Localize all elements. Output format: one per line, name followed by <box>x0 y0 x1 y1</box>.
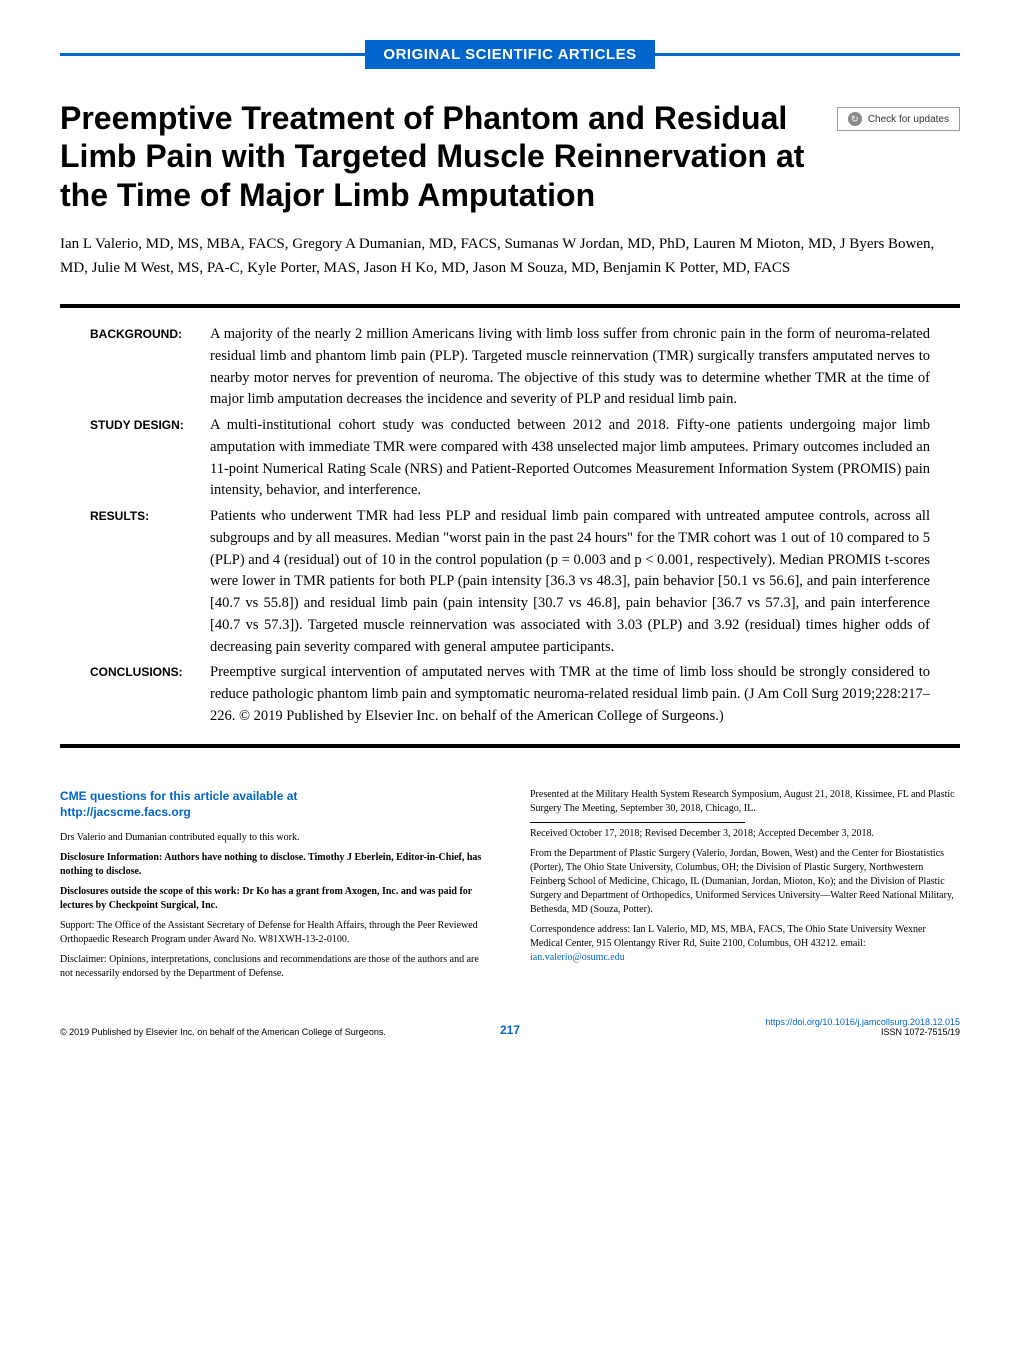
doi-link[interactable]: https://doi.org/10.1016/j.jamcollsurg.20… <box>765 1017 960 1027</box>
abstract-section: RESULTS:Patients who underwent TMR had l… <box>60 506 960 658</box>
abstract-divider-bottom <box>60 744 960 748</box>
received-note: Received October 17, 2018; Revised Decem… <box>530 827 960 841</box>
check-updates-button[interactable]: ↻ Check for updates <box>837 107 960 131</box>
header-divider: ORIGINAL SCIENTIFIC ARTICLES <box>60 40 960 69</box>
title-row: Preemptive Treatment of Phantom and Resi… <box>60 99 960 232</box>
disclosure-note: Disclosure Information: Authors have not… <box>60 851 490 879</box>
divider-line-right <box>655 53 960 56</box>
abstract-section: CONCLUSIONS:Preemptive surgical interven… <box>60 662 960 727</box>
abstract-label: RESULTS: <box>90 506 210 658</box>
footer-right: https://doi.org/10.1016/j.jamcollsurg.20… <box>520 1017 960 1037</box>
abstract-divider-top <box>60 304 960 308</box>
cme-heading: CME questions for this article available… <box>60 788 490 822</box>
presented-note: Presented at the Military Health System … <box>530 788 960 816</box>
correspondence-email[interactable]: ian.valerio@osumc.edu <box>530 952 625 963</box>
check-updates-icon: ↻ <box>848 112 862 126</box>
cme-line1: CME questions for this article available… <box>60 789 297 803</box>
bottom-section: CME questions for this article available… <box>60 788 960 988</box>
abstract-text: Preemptive surgical intervention of ampu… <box>210 662 930 727</box>
received-divider <box>530 822 745 823</box>
abstract-text: Patients who underwent TMR had less PLP … <box>210 506 930 658</box>
bottom-right-column: Presented at the Military Health System … <box>530 788 960 988</box>
abstract-text: A multi-institutional cohort study was c… <box>210 415 930 502</box>
article-title: Preemptive Treatment of Phantom and Resi… <box>60 99 807 214</box>
section-badge: ORIGINAL SCIENTIFIC ARTICLES <box>365 40 654 69</box>
abstract-container: BACKGROUND:A majority of the nearly 2 mi… <box>60 324 960 728</box>
abstract-label: CONCLUSIONS: <box>90 662 210 727</box>
abstract-label: STUDY DESIGN: <box>90 415 210 502</box>
page-footer: © 2019 Published by Elsevier Inc. on beh… <box>60 1017 960 1037</box>
issn-text: ISSN 1072-7515/19 <box>881 1027 960 1037</box>
abstract-text: A majority of the nearly 2 million Ameri… <box>210 324 930 411</box>
cme-link[interactable]: http://jacscme.facs.org <box>60 805 191 819</box>
disclosure-note: Drs Valerio and Dumanian contributed equ… <box>60 831 490 845</box>
disclosure-note: Disclaimer: Opinions, interpretations, c… <box>60 953 490 981</box>
correspondence-text: Correspondence address: Ian L Valerio, M… <box>530 924 926 949</box>
divider-line-left <box>60 53 365 56</box>
footer-page-number: 217 <box>500 1023 520 1037</box>
affiliations-note: From the Department of Plastic Surgery (… <box>530 847 960 917</box>
abstract-section: BACKGROUND:A majority of the nearly 2 mi… <box>60 324 960 411</box>
footer-copyright: © 2019 Published by Elsevier Inc. on beh… <box>60 1027 500 1037</box>
correspondence-note: Correspondence address: Ian L Valerio, M… <box>530 923 960 965</box>
check-updates-label: Check for updates <box>868 114 949 125</box>
abstract-section: STUDY DESIGN:A multi-institutional cohor… <box>60 415 960 502</box>
disclosure-note: Disclosures outside the scope of this wo… <box>60 885 490 913</box>
disclosure-note: Support: The Office of the Assistant Sec… <box>60 919 490 947</box>
abstract-label: BACKGROUND: <box>90 324 210 411</box>
bottom-left-column: CME questions for this article available… <box>60 788 490 988</box>
authors-list: Ian L Valerio, MD, MS, MBA, FACS, Gregor… <box>60 232 960 280</box>
